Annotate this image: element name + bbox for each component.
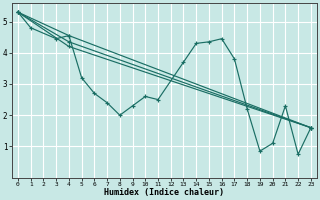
X-axis label: Humidex (Indice chaleur): Humidex (Indice chaleur) [104, 188, 224, 197]
